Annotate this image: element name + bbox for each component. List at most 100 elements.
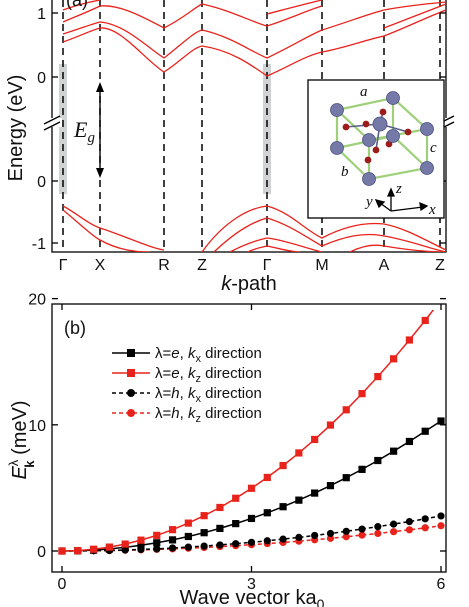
svg-text:λ=e, kz direction: λ=e, kz direction	[155, 365, 262, 385]
xtick-m: M	[315, 257, 328, 274]
inset-axis-z: z	[395, 181, 402, 197]
b-xtick-3: 3	[247, 576, 256, 593]
series-0-point-13	[263, 509, 271, 517]
valence-bands	[62, 205, 446, 252]
ytick-upper-0: 0	[37, 70, 46, 87]
series-1-point-10	[216, 503, 224, 512]
series-1-point-7	[168, 526, 177, 534]
xtick-gamma1: Γ	[59, 257, 68, 274]
valence-band-3	[229, 237, 446, 252]
legend-entry-h-kz: λ=h, kz direction	[112, 405, 262, 425]
valence-band-1	[62, 205, 446, 252]
xtick-r: R	[158, 257, 170, 274]
series-1-point-23	[421, 316, 429, 325]
panel-b-frame	[51, 303, 447, 573]
inset-axis-x: x	[428, 202, 436, 218]
series-1-point-13	[263, 473, 271, 482]
b-ytick-20: 20	[28, 292, 46, 309]
series-2-point-22	[405, 517, 414, 526]
conduction-band-2	[62, 1, 446, 59]
series-0-point-20	[374, 456, 382, 465]
panel-b-ylabel: Eλk (meV)	[6, 400, 37, 479]
series-3-point-19	[358, 531, 366, 539]
legend-entry-e-kx: λ=e, kx direction	[112, 345, 262, 365]
series-2-point-21	[390, 520, 398, 528]
panel-b-label: (b)	[64, 318, 86, 338]
xtick-a: A	[379, 257, 390, 274]
ytick-upper-1: 1	[37, 6, 46, 23]
b-xtick-0: 0	[58, 576, 67, 593]
panel-a-yticks	[52, 12, 446, 244]
gap-shade-gamma-mid	[263, 64, 271, 194]
series-2-point-7	[168, 544, 177, 552]
panel-b-series	[58, 296, 445, 555]
series-1-point-18	[342, 406, 350, 414]
series-1-point-9	[200, 512, 208, 520]
panel-a-ylabel: Energy (eV)	[5, 75, 27, 182]
series-2-point-19	[358, 525, 366, 533]
inset-large-atoms	[330, 91, 434, 186]
series-0-point-11	[232, 520, 240, 528]
series-1-point-15	[295, 449, 303, 457]
series-0-point-7	[168, 536, 177, 544]
series-0-point-23	[421, 427, 429, 435]
panel-a: 1 0 0 -1 Γ X R Z Γ M A Z (a) k-path Ener…	[5, 0, 456, 295]
conduction-band-3	[62, 3, 323, 29]
b-xtick-6: 6	[437, 576, 446, 593]
series-1-point-19	[358, 390, 366, 398]
series-1-point-20	[374, 373, 382, 381]
xtick-z1: Z	[197, 257, 207, 274]
crystal-structure-inset: a b c x y z	[307, 79, 445, 219]
series-1-point-6	[153, 531, 161, 539]
series-3-point-20	[374, 529, 382, 538]
inset-label-c: c	[430, 140, 437, 156]
panel-a-xlabel: k-path	[221, 273, 277, 295]
svg-text:λ=h, kz direction: λ=h, kz direction	[155, 405, 262, 425]
series-1-point-12	[247, 484, 256, 492]
series-2-point-12	[247, 538, 256, 546]
legend-entry-e-kz: λ=e, kz direction	[112, 365, 262, 385]
inset-axis-y: y	[364, 194, 373, 210]
xtick-z2: Z	[435, 257, 445, 274]
series-2-point-20	[374, 523, 382, 531]
legend-entry-h-kx: λ=h, kx direction	[112, 385, 262, 405]
panel-b-ticks	[52, 297, 446, 572]
series-0-point-12	[247, 514, 256, 523]
series-1-point-17	[326, 421, 335, 429]
series-2-point-16	[311, 531, 319, 540]
conduction-bands	[62, 0, 446, 77]
series-0-point-22	[405, 437, 414, 446]
series-1-point-3	[105, 543, 113, 551]
band-gap-arrow	[96, 82, 104, 178]
conduction-band-1	[62, 9, 446, 77]
series-0-point-17	[326, 482, 335, 490]
series-3-point-22	[405, 526, 414, 534]
panel-b-legend: λ=e, kx direction λ=e, kz direction λ=h,…	[112, 345, 262, 425]
series-0-point-24	[437, 417, 445, 425]
series-3-point-17	[326, 534, 335, 542]
inset-label-b: b	[341, 164, 349, 180]
svg-text:λ=h, kx direction: λ=h, kx direction	[155, 385, 262, 405]
series-0-point-5	[137, 541, 145, 549]
series-0-point-16	[311, 489, 319, 497]
inset-small-atoms	[342, 108, 412, 164]
xtick-x: X	[95, 257, 106, 274]
series-3-point-21	[390, 528, 398, 536]
series-1-point-21	[390, 355, 398, 363]
conduction-band-4	[62, 0, 323, 15]
axis-break-left	[43, 115, 62, 131]
series-0-point-19	[358, 465, 366, 473]
series-0-point-18	[342, 474, 350, 482]
series-2-point-8	[184, 543, 192, 551]
svg-text:λ=e, kx direction: λ=e, kx direction	[155, 345, 262, 365]
series-1-point-24	[437, 296, 444, 303]
series-2-point-13	[263, 537, 271, 545]
ytick-lower-0: 0	[37, 174, 46, 191]
valence-band-2	[62, 209, 446, 252]
series-2-point-18	[342, 527, 350, 535]
series-1-point-16	[311, 435, 319, 444]
series-0-point-14	[279, 503, 287, 511]
series-0-point-15	[295, 496, 303, 504]
series-1-point-14	[279, 461, 287, 470]
series-0-point-21	[390, 447, 398, 455]
